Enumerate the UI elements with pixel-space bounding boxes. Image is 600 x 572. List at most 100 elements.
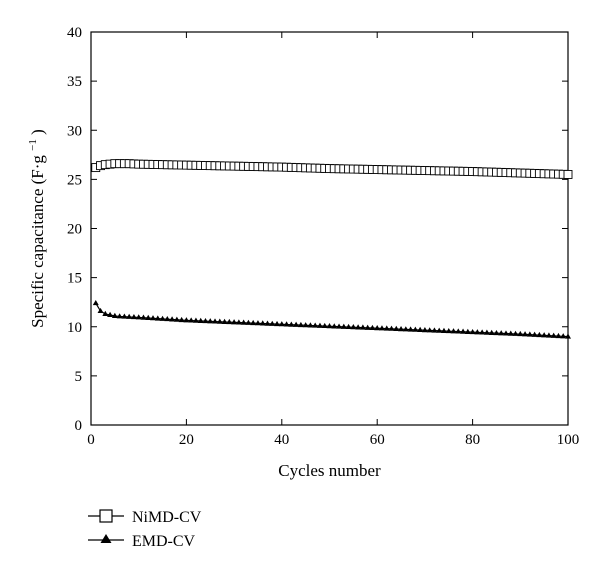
data-point	[221, 318, 228, 324]
legend: NiMD-CV EMD-CV	[88, 509, 202, 550]
data-point	[474, 329, 481, 335]
data-point	[164, 315, 171, 322]
x-tick-label: 100	[557, 432, 580, 448]
data-point	[169, 316, 176, 322]
data-point	[245, 319, 252, 325]
data-point	[407, 326, 414, 332]
data-point	[512, 330, 519, 336]
data-point	[445, 327, 452, 334]
data-point	[312, 322, 319, 328]
data-point	[116, 313, 123, 319]
data-point	[250, 319, 257, 326]
data-point	[522, 331, 529, 337]
x-tick-label: 20	[179, 432, 194, 448]
y-tick-label: 40	[67, 25, 82, 41]
data-point	[436, 327, 443, 333]
data-point	[460, 328, 467, 334]
data-point	[517, 330, 524, 337]
data-point	[340, 323, 347, 329]
y-tick-label: 35	[67, 74, 82, 90]
data-point	[398, 326, 405, 332]
data-point	[421, 326, 428, 333]
y-tick-label: 10	[67, 320, 82, 336]
data-point	[226, 318, 233, 325]
data-point	[173, 316, 180, 322]
data-point	[479, 329, 486, 335]
data-point	[565, 333, 571, 339]
data-point	[412, 326, 419, 332]
series-nimd-cv	[91, 159, 573, 179]
data-point	[197, 317, 204, 323]
data-point	[336, 323, 343, 329]
legend-marker-triangle-icon	[100, 534, 112, 543]
data-point	[145, 314, 152, 321]
data-point	[297, 321, 304, 328]
data-point	[563, 170, 573, 179]
data-point	[483, 329, 490, 335]
x-tick-label: 0	[87, 432, 95, 448]
data-point	[274, 320, 281, 327]
data-point	[207, 318, 214, 324]
data-point	[440, 327, 447, 333]
y-tick-label: 30	[67, 123, 82, 139]
data-point	[541, 332, 548, 338]
data-point	[350, 324, 357, 330]
data-point	[307, 322, 314, 328]
x-tick-label: 60	[370, 432, 385, 448]
axes: Cycles number Specific capacitance (F·g …	[21, 25, 580, 480]
data-point	[269, 320, 276, 326]
data-point	[126, 313, 133, 319]
data-point	[278, 321, 285, 327]
data-point	[102, 310, 109, 316]
data-point	[374, 325, 381, 331]
data-point	[502, 330, 509, 336]
data-point	[560, 333, 567, 339]
data-point	[130, 313, 137, 320]
data-point	[178, 316, 185, 323]
y-tick-label: 25	[67, 172, 82, 188]
data-point	[283, 321, 290, 327]
series-line	[95, 302, 569, 338]
legend-label-nimd: NiMD-CV	[132, 509, 202, 526]
data-point	[316, 322, 323, 328]
data-point	[159, 315, 166, 321]
data-point	[97, 307, 104, 314]
x-tick-label: 40	[274, 432, 289, 448]
data-point	[326, 323, 333, 329]
data-point	[240, 319, 247, 325]
data-point	[92, 299, 99, 306]
data-point	[293, 321, 300, 327]
data-point	[545, 332, 552, 338]
data-point	[216, 318, 223, 324]
legend-item-emd: EMD-CV	[88, 533, 196, 550]
data-point	[364, 324, 371, 330]
data-point	[302, 322, 309, 328]
data-point	[450, 328, 457, 334]
legend-marker-square-icon	[99, 509, 113, 523]
plot-frame	[90, 31, 569, 426]
data-point	[135, 314, 142, 320]
data-point	[345, 323, 352, 330]
data-point	[469, 328, 476, 335]
data-point	[488, 329, 495, 335]
series-emd-cv	[92, 299, 571, 339]
y-tick-label: 0	[75, 418, 83, 434]
y-axis-title: Specific capacitance (F·g −1 )	[21, 129, 47, 328]
y-tick-label: 5	[75, 369, 83, 385]
data-point	[183, 317, 190, 323]
x-tick-label: 80	[465, 432, 480, 448]
data-point	[111, 312, 118, 318]
data-point	[235, 319, 242, 325]
data-point	[550, 332, 557, 338]
data-point	[493, 329, 500, 336]
data-point	[393, 325, 400, 332]
data-point	[121, 313, 128, 319]
data-point	[555, 332, 562, 339]
data-point	[464, 328, 471, 334]
data-point	[254, 320, 261, 326]
data-point	[212, 318, 219, 324]
y-axis-title-close: )	[28, 129, 47, 135]
y-tick-label: 15	[67, 271, 82, 287]
data-point	[388, 325, 395, 331]
